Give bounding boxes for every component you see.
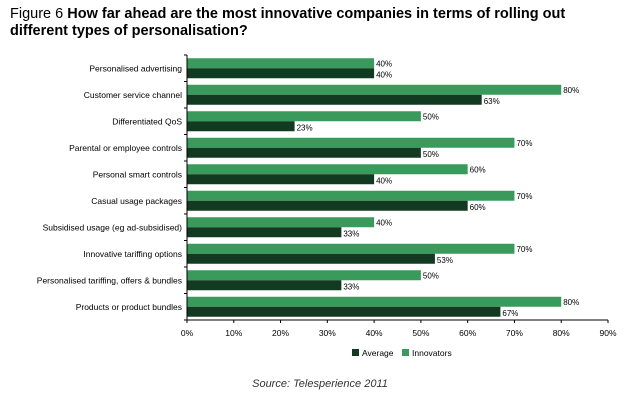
bar-innovators	[187, 164, 468, 175]
data-label-average: 63%	[484, 97, 500, 106]
data-label-innovators: 70%	[516, 192, 532, 201]
data-label-average: 67%	[502, 309, 518, 318]
bar-innovators	[187, 137, 515, 148]
bar-average	[187, 147, 421, 158]
bar-average	[187, 306, 501, 317]
x-tick-label: 40%	[366, 328, 383, 338]
data-label-innovators: 40%	[376, 59, 392, 68]
x-tick-label: 30%	[319, 328, 336, 338]
figure-label: Figure 6	[10, 6, 64, 22]
data-label-average: 40%	[376, 176, 392, 185]
bar-average	[187, 253, 435, 264]
bar-average	[187, 227, 342, 238]
category-label: Differentiated QoS	[112, 116, 182, 126]
legend-swatch-innovators	[402, 349, 409, 356]
x-tick-label: 10%	[225, 328, 242, 338]
data-label-average: 53%	[437, 256, 453, 265]
category-label: Casual usage packages	[91, 196, 182, 206]
x-tick-label: 0%	[181, 328, 194, 338]
bar-innovators	[187, 296, 562, 307]
x-tick-label: 90%	[599, 328, 616, 338]
data-label-average: 50%	[423, 150, 439, 159]
data-label-innovators: 50%	[423, 112, 439, 121]
source-note: Source: Telesperience 2011	[252, 378, 388, 390]
category-label: Innovative tariffing options	[83, 249, 182, 259]
bar-average	[187, 200, 468, 211]
data-label-innovators: 70%	[516, 245, 532, 254]
legend-label-average: Average	[362, 348, 394, 358]
category-label: Customer service channel	[84, 90, 182, 100]
bar-innovators	[187, 84, 562, 95]
bar-innovators	[187, 190, 515, 201]
data-label-average: 40%	[376, 70, 392, 79]
category-label: Products or product bundles	[76, 302, 182, 312]
bar-average	[187, 68, 375, 79]
x-tick-label: 60%	[459, 328, 476, 338]
category-label: Personalised tariffing, offers & bundles	[37, 275, 182, 285]
x-tick-label: 70%	[506, 328, 523, 338]
bar-average	[187, 174, 375, 185]
x-tick-label: 80%	[553, 328, 570, 338]
data-label-innovators: 50%	[423, 271, 439, 280]
data-label-average: 33%	[343, 282, 359, 291]
title-text: How far ahead are the most innovative co…	[10, 6, 566, 39]
data-label-innovators: 60%	[470, 165, 486, 174]
bar-innovators	[187, 58, 375, 69]
data-label-innovators: 80%	[563, 86, 579, 95]
data-label-innovators: 40%	[376, 218, 392, 227]
x-tick-label: 20%	[272, 328, 289, 338]
category-label: Subsidised usage (eg ad-subsidised)	[43, 222, 183, 232]
data-label-innovators: 80%	[563, 298, 579, 307]
legend-swatch-average	[352, 349, 359, 356]
bar-innovators	[187, 217, 375, 228]
bar-innovators	[187, 270, 421, 281]
bar-average	[187, 121, 295, 132]
data-label-average: 60%	[470, 203, 486, 212]
chart-title: Figure 6 How far ahead are the most inno…	[10, 6, 625, 40]
category-label: Parental or employee controls	[69, 143, 182, 153]
bar-innovators	[187, 243, 515, 254]
bar-average	[187, 280, 342, 291]
data-label-average: 33%	[343, 229, 359, 238]
legend-label-innovators: Innovators	[412, 348, 452, 358]
data-label-innovators: 70%	[516, 139, 532, 148]
category-label: Personalised advertising	[89, 63, 182, 73]
data-label-average: 23%	[297, 123, 313, 132]
bar-innovators	[187, 111, 421, 122]
bar-average	[187, 94, 482, 105]
x-tick-label: 50%	[412, 328, 429, 338]
category-label: Personal smart controls	[93, 169, 182, 179]
